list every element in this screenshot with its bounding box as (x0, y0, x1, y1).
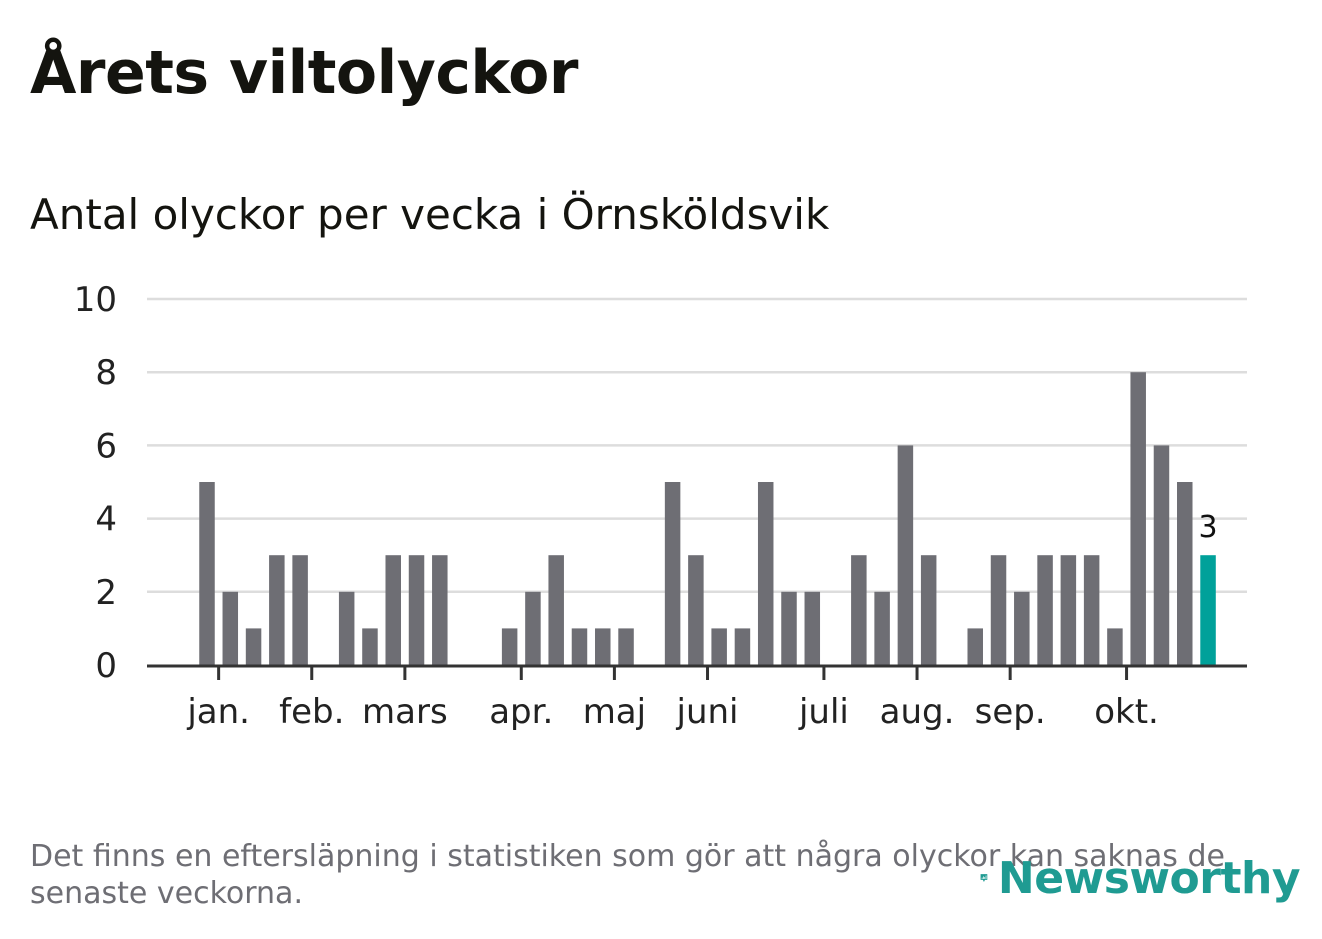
bar-week-21 (664, 482, 681, 665)
bar-week-10 (408, 555, 425, 665)
bar-week-41 (1130, 372, 1146, 665)
newsworthy-logo[interactable]: Newsworthy (980, 845, 1301, 911)
bar-week-26 (781, 591, 797, 665)
x-tick-label: juni (676, 692, 739, 732)
logo-text: Newsworthy (997, 852, 1301, 904)
x-tick-label: sep. (975, 692, 1046, 732)
chart-subtitle: Antal olyckor per vecka i Örnsköldsvik (30, 190, 830, 239)
bar-week-11 (432, 555, 448, 665)
footnote: Det finns en eftersläpning i statistiken… (30, 839, 1225, 911)
bars (199, 372, 1216, 665)
bar-week-3 (245, 628, 262, 665)
chart-title: Årets viltolyckor (30, 38, 579, 108)
bar-week-30 (874, 591, 890, 665)
bar-highlight (1200, 555, 1216, 665)
bar-week-37 (1037, 555, 1053, 665)
bar-week-2 (222, 591, 239, 665)
bar-week-42 (1153, 445, 1170, 665)
bar-week-36 (1014, 591, 1030, 665)
bar-week-40 (1107, 628, 1123, 665)
bar-week-8 (362, 628, 378, 665)
bar-week-38 (1060, 555, 1077, 665)
x-tick-label: jan. (186, 692, 250, 732)
bar-week-17 (571, 628, 588, 665)
y-tick-label: 2 (95, 573, 117, 613)
x-tick-label: feb. (279, 692, 344, 732)
x-tick-label: maj (583, 692, 646, 732)
bar-week-1 (199, 482, 215, 665)
data-labels: 3 (1198, 510, 1217, 545)
bar-week-25 (757, 482, 774, 665)
bar-week-14 (501, 628, 518, 665)
bar-chart: 0 2 4 6 8 10 jan. feb. mars apr. maj juni juli aug. s… (74, 280, 1247, 732)
bar-week-19 (618, 628, 634, 665)
bar-week-18 (595, 628, 611, 665)
bar-week-24 (734, 628, 751, 665)
bar-week-32 (920, 555, 937, 665)
x-tick-label: okt. (1094, 692, 1159, 732)
bar-week-39 (1083, 555, 1100, 665)
bar-week-31 (897, 445, 914, 665)
y-tick-label: 0 (95, 646, 117, 686)
bar-week-27 (804, 591, 821, 665)
bar-week-23 (711, 628, 727, 665)
grid-lines (147, 297, 1247, 594)
newsworthy-logo-icon (980, 874, 988, 882)
bar-week-4 (269, 555, 285, 665)
x-tick-label: aug. (880, 692, 955, 732)
x-tick-label: juli (798, 692, 849, 732)
bar-week-16 (548, 555, 564, 665)
x-tick-label: mars (362, 692, 448, 732)
bar-week-43 (1177, 482, 1193, 665)
data-label-last: 3 (1198, 510, 1217, 545)
bar-week-9 (385, 555, 401, 665)
bar-week-22 (688, 555, 704, 665)
bar-week-15 (525, 591, 541, 665)
y-tick-label: 8 (95, 353, 117, 393)
y-axis-ticks: 0 2 4 6 8 10 (74, 280, 117, 686)
bar-week-5 (292, 555, 308, 665)
y-tick-label: 10 (74, 280, 117, 320)
bar-week-35 (990, 555, 1007, 665)
x-tick-label: apr. (489, 692, 553, 732)
bar-week-34 (967, 628, 983, 665)
x-axis-ticks: jan. feb. mars apr. maj juni juli aug. sep. okt. (186, 666, 1159, 732)
bar-week-29 (851, 555, 867, 665)
y-tick-label: 6 (95, 426, 117, 466)
y-tick-label: 4 (95, 500, 117, 540)
bar-week-7 (338, 591, 355, 665)
